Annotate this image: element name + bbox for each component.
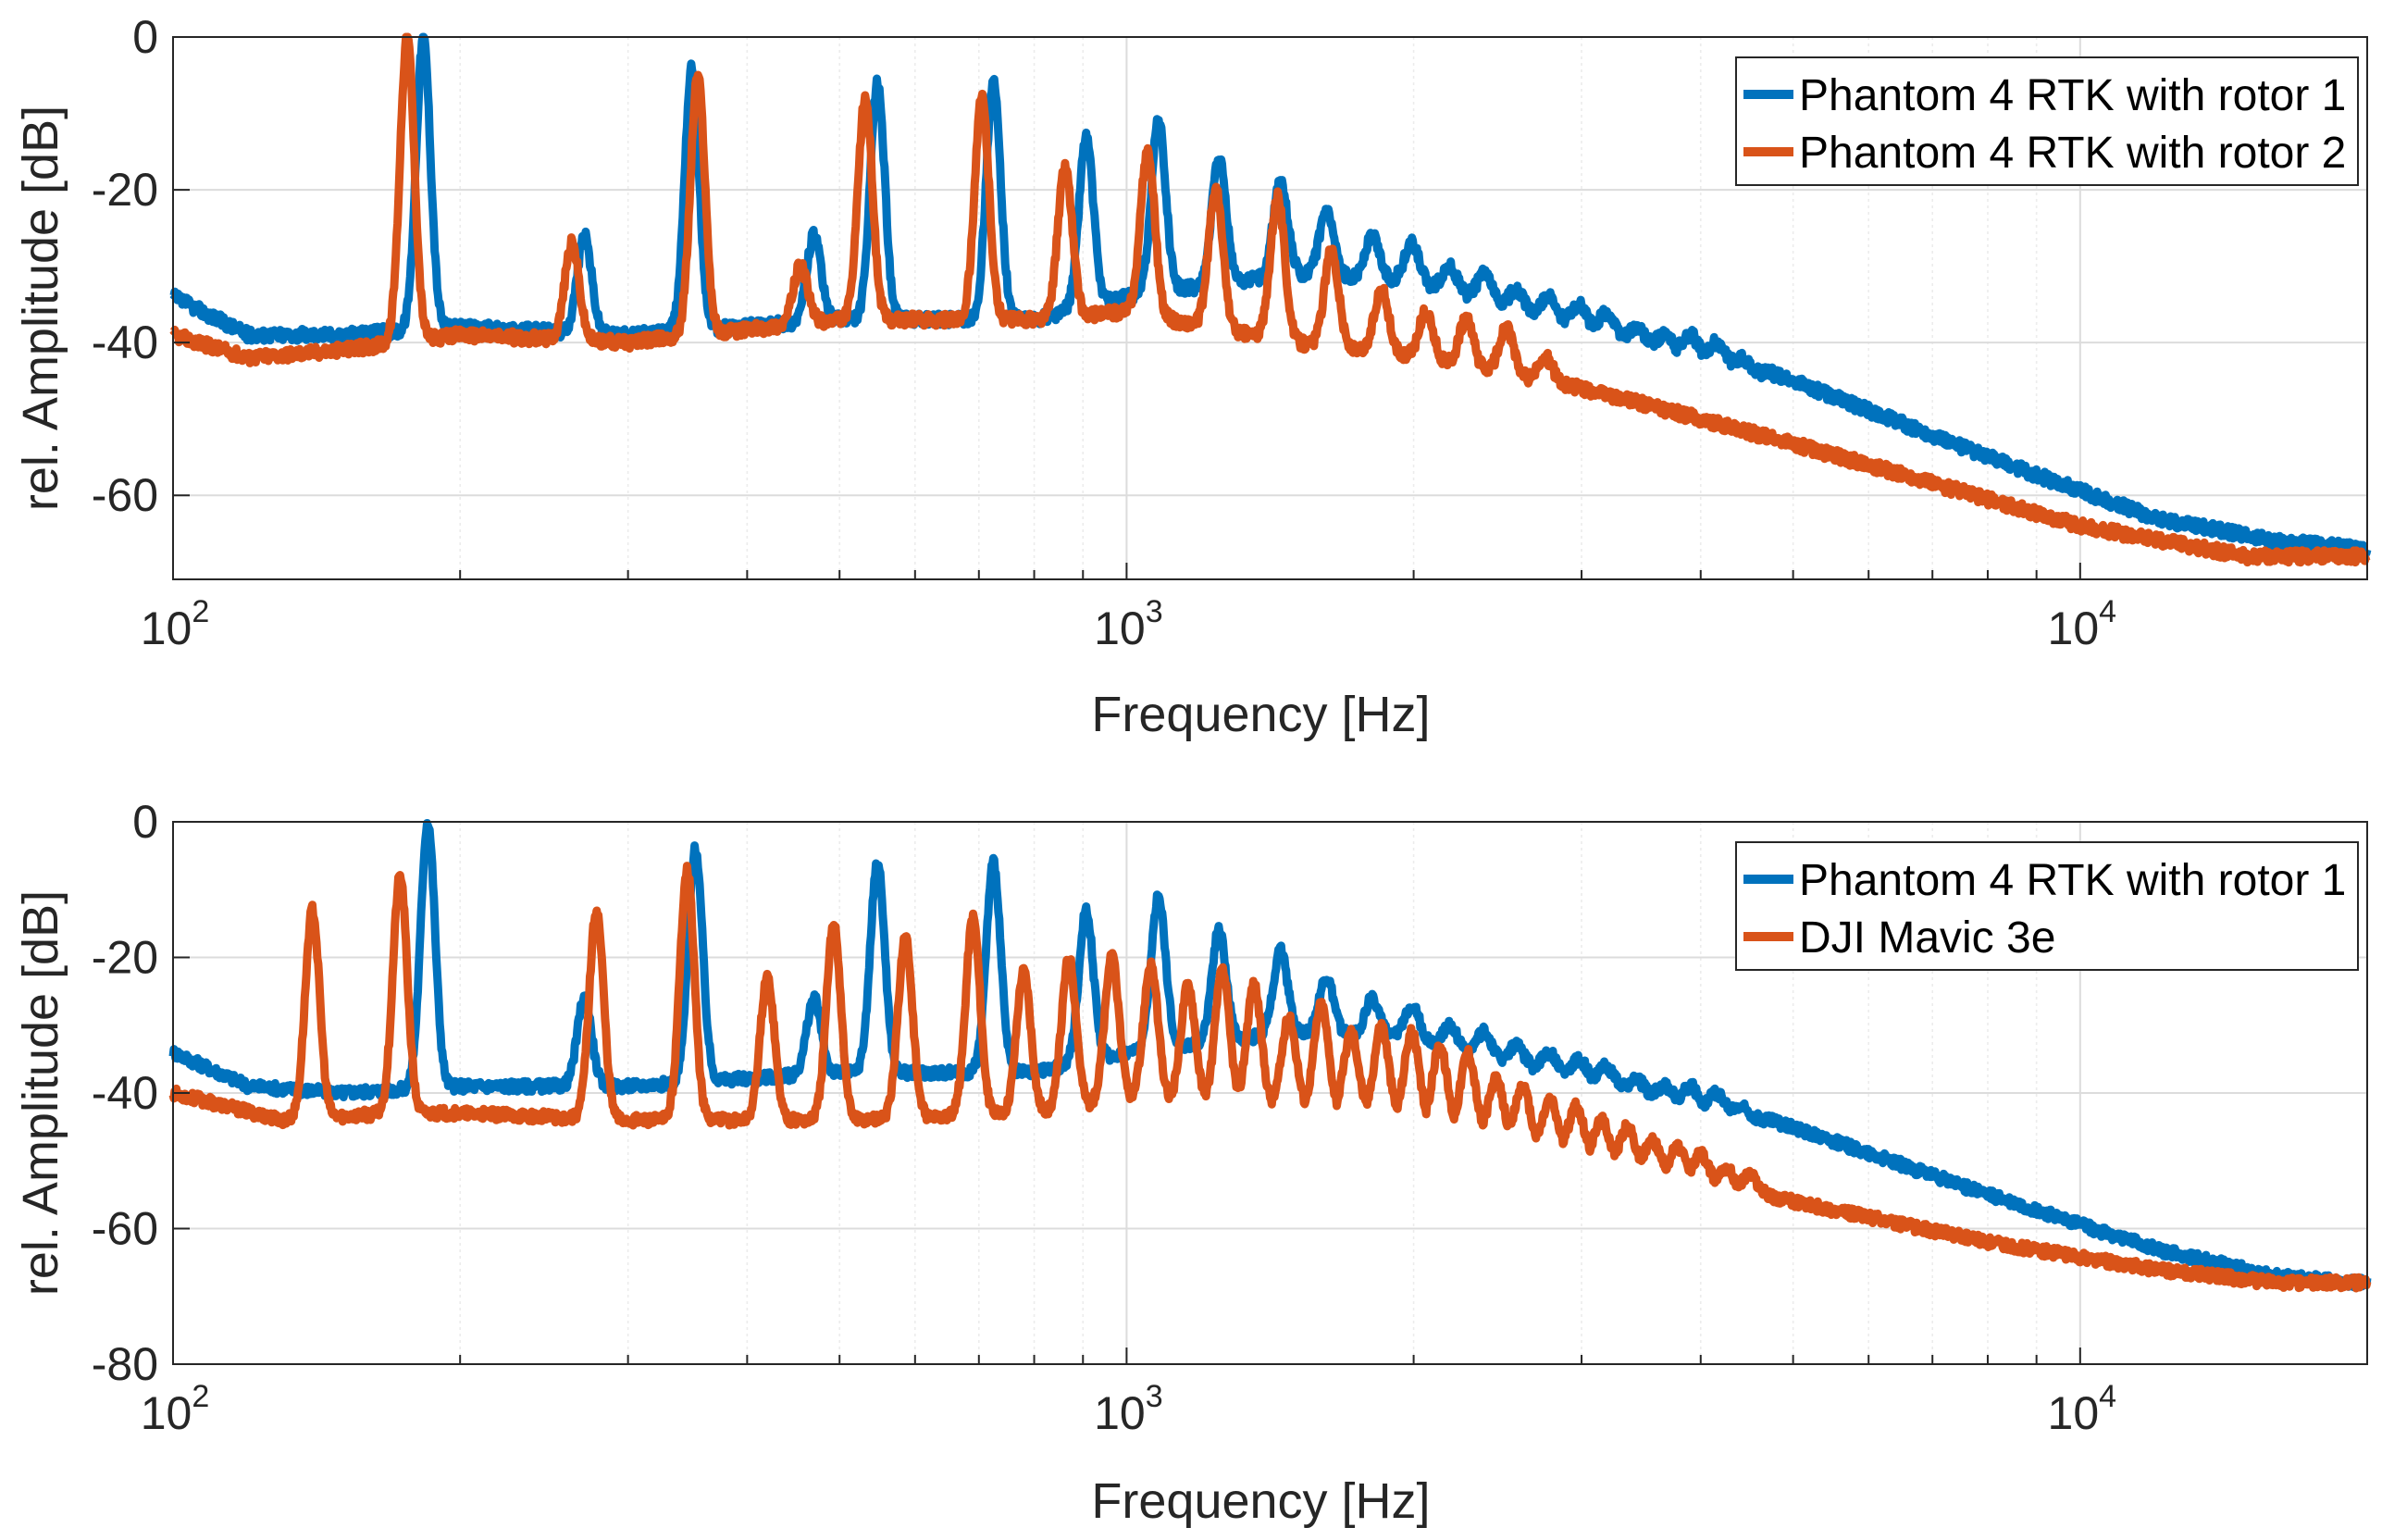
x-tick-base: 10 <box>2048 602 2100 654</box>
x-tick-label: 102 <box>141 1379 210 1439</box>
legend-box <box>1735 56 2359 186</box>
x-tick-label: 103 <box>1094 1379 1163 1439</box>
series-line-2 <box>169 32 2371 567</box>
x-tick-exponent: 2 <box>192 1379 209 1414</box>
y-tick-label: -60 <box>92 469 158 521</box>
legend: Phantom 4 RTK with rotor 1 Phantom 4 RTK … <box>1735 56 2359 186</box>
x-tick-base: 10 <box>141 602 192 654</box>
x-tick-base: 10 <box>141 1387 192 1439</box>
series-line-2 <box>168 862 2372 1293</box>
series-line-1 <box>168 819 2372 1292</box>
y-tick-label: 0 <box>132 11 158 63</box>
x-tick-exponent: 2 <box>192 594 209 629</box>
y-axis-label: rel. Amplitude [dB] <box>13 890 68 1296</box>
x-tick-exponent: 3 <box>1146 594 1163 629</box>
x-tick-label: 102 <box>141 594 210 654</box>
legend-label: DJI Mavic 3e <box>1799 913 2055 962</box>
y-tick-label: 0 <box>132 796 158 848</box>
x-tick-base: 10 <box>1094 602 1146 654</box>
legend-label: Phantom 4 RTK with rotor 1 <box>1799 71 2346 120</box>
legend-label: Phantom 4 RTK with rotor 2 <box>1799 129 2346 178</box>
x-tick-label: 104 <box>2048 1379 2117 1439</box>
legend-label: Phantom 4 RTK with rotor 1 <box>1799 856 2346 905</box>
x-tick-exponent: 3 <box>1146 1379 1163 1414</box>
axes-box <box>172 36 2368 580</box>
y-axis-label: rel. Amplitude [dB] <box>13 106 68 511</box>
y-tick-label: -40 <box>92 317 158 368</box>
x-axis-label: Frequency [Hz] <box>1091 687 1430 742</box>
y-tick-label: -60 <box>92 1203 158 1255</box>
y-tick-label: -80 <box>92 1338 158 1390</box>
y-tick-label: -20 <box>92 932 158 984</box>
y-tick-label: -40 <box>92 1067 158 1119</box>
x-tick-label: 103 <box>1094 594 1163 654</box>
legend: Phantom 4 RTK with rotor 1 DJI Mavic 3e <box>1735 841 2359 971</box>
x-tick-label: 104 <box>2048 594 2117 654</box>
y-tick-label: -20 <box>92 164 158 216</box>
x-tick-base: 10 <box>2048 1387 2100 1439</box>
x-axis-label: Frequency [Hz] <box>1091 1473 1430 1529</box>
x-tick-exponent: 4 <box>2099 1379 2116 1414</box>
x-tick-base: 10 <box>1094 1387 1146 1439</box>
legend-box <box>1735 841 2359 971</box>
x-tick-exponent: 4 <box>2099 594 2116 629</box>
